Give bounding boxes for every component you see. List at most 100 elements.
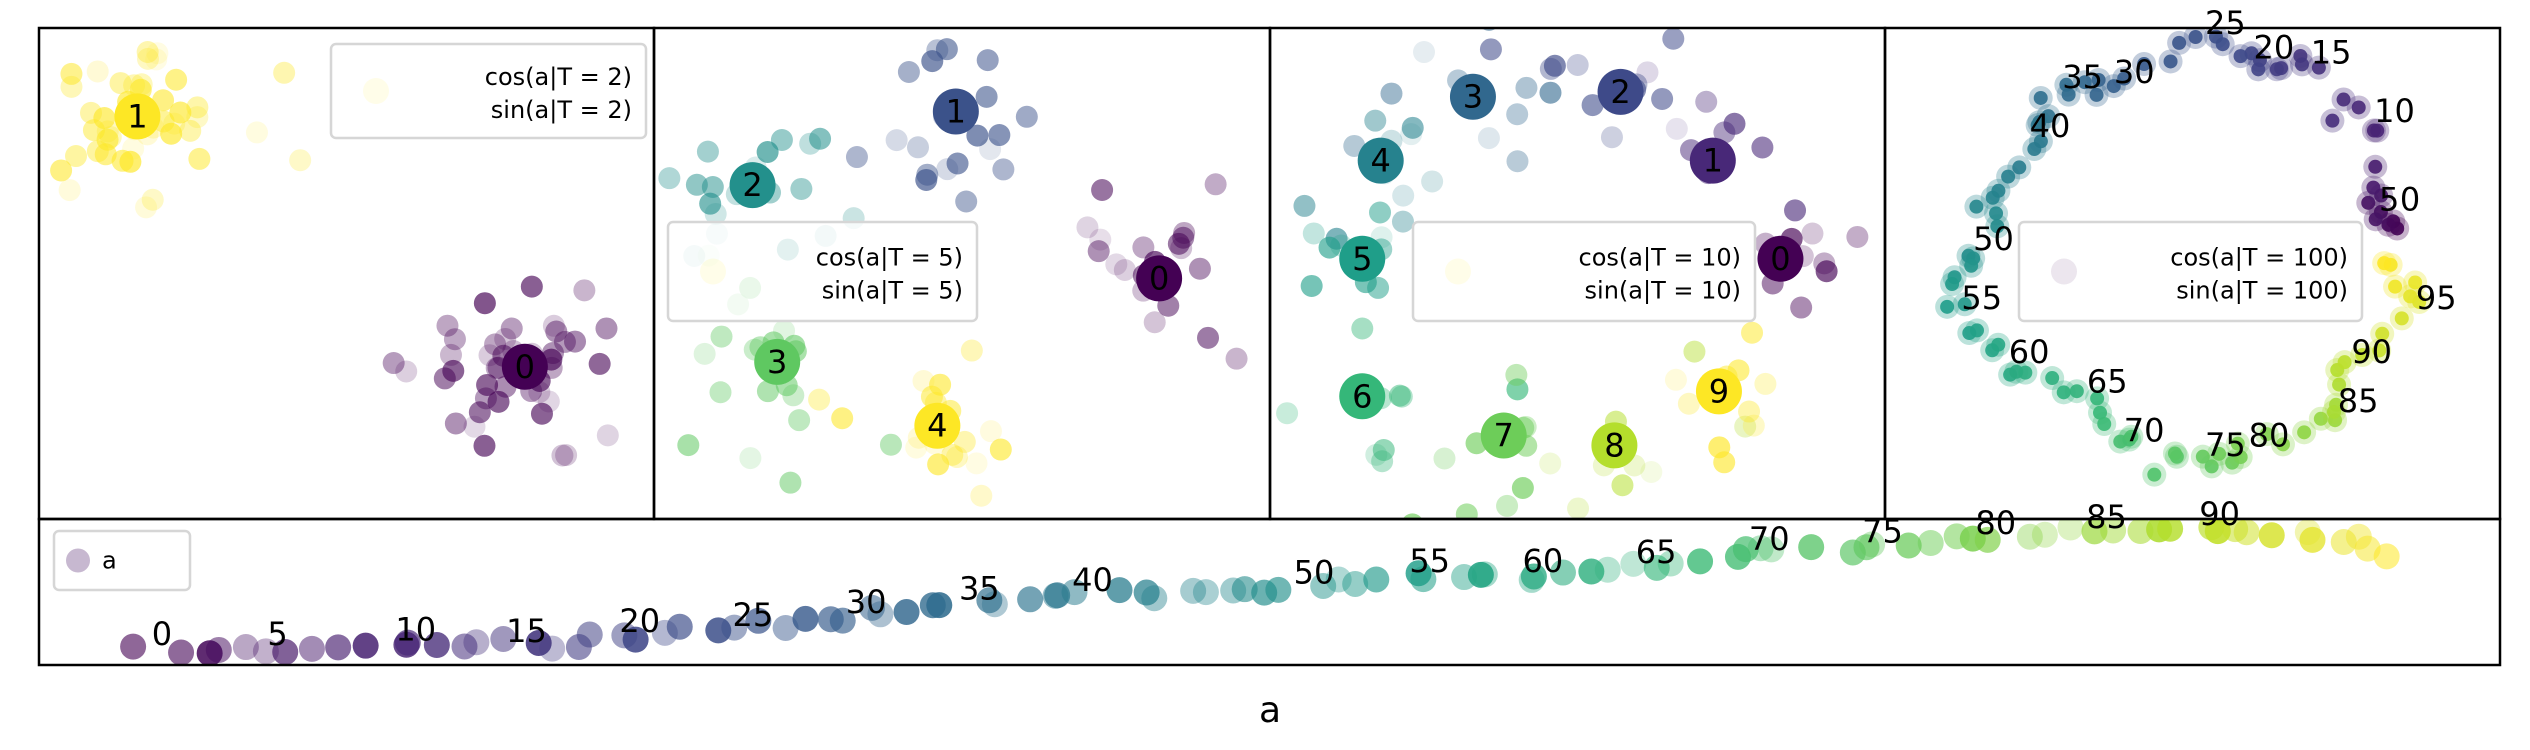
scatter-point — [1402, 513, 1422, 519]
scatter-point — [1089, 228, 1112, 251]
scatter-point — [1687, 548, 1714, 575]
scatter-point — [992, 158, 1015, 181]
scatter-point — [93, 107, 116, 130]
cluster-centroid — [114, 93, 161, 140]
scatter-point — [2097, 417, 2112, 432]
cluster-centroid — [1757, 235, 1804, 282]
scatter-point — [1365, 443, 1388, 466]
scatter-point — [1192, 579, 1219, 606]
point-label: 5 — [2379, 181, 2399, 219]
scatter-point — [2388, 279, 2403, 294]
scatter-point — [451, 633, 478, 660]
point-label: 55 — [1961, 279, 2002, 317]
scatter-point — [1300, 274, 1323, 297]
scatter-point — [2018, 365, 2033, 380]
scatter-point — [936, 158, 959, 181]
scatter-point — [60, 62, 83, 85]
scatter-point — [2368, 212, 2383, 227]
scatter-point — [622, 626, 649, 653]
scatter-point — [1318, 236, 1341, 259]
scatter-point — [123, 74, 146, 97]
scatter-point — [573, 279, 596, 302]
scatter-point — [2403, 289, 2418, 304]
scatter-point — [1351, 317, 1374, 340]
scatter-point — [130, 73, 153, 96]
legend-label: a — [102, 547, 117, 575]
scatter-point — [1990, 219, 2005, 234]
scatter-point — [666, 613, 693, 640]
point-label: 50 — [1973, 220, 2014, 258]
scatter-point — [553, 330, 576, 353]
scatter-point — [2375, 326, 2390, 341]
scatter-point — [1723, 112, 1746, 135]
scatter-point — [2299, 526, 2326, 553]
scatter-point — [790, 177, 813, 200]
scatter-point — [188, 147, 211, 170]
scatter-point — [945, 446, 968, 469]
point-label: 90 — [2351, 333, 2392, 371]
scatter-point — [756, 380, 779, 403]
cluster-centroid — [754, 338, 801, 385]
scatter-point — [2370, 123, 2385, 138]
scatter-point — [858, 594, 885, 621]
scatter-point — [1505, 363, 1528, 386]
scatter-point — [232, 634, 259, 661]
scatter-point — [2366, 180, 2381, 195]
scatter-point — [879, 433, 902, 456]
scatter-point — [352, 632, 379, 659]
point-label: 25 — [733, 596, 774, 634]
scatter-point — [976, 49, 999, 72]
scatter-point — [2100, 519, 2127, 544]
scatter-point — [160, 122, 183, 145]
point-label: 85 — [2086, 498, 2127, 536]
scatter-point — [927, 453, 950, 476]
scatter-point — [1390, 385, 1413, 408]
scatter-point — [272, 639, 299, 665]
point-label: 85 — [2338, 382, 2379, 420]
scatter-point — [2372, 343, 2387, 358]
scatter-point — [2330, 529, 2357, 556]
x-axis-label: a — [1259, 690, 1281, 731]
scatter-point — [1372, 439, 1395, 462]
panel-T2-points — [50, 41, 619, 467]
scatter-point — [2251, 62, 2266, 77]
scatter-point — [109, 72, 132, 95]
panel-a-frame — [37, 517, 2502, 667]
scatter-point — [829, 607, 856, 634]
scatter-point — [1276, 402, 1299, 425]
scatter-point — [1683, 340, 1706, 363]
scatter-point — [1815, 260, 1838, 283]
scatter-point — [542, 314, 565, 337]
scatter-point — [709, 381, 732, 404]
scatter-point — [1566, 54, 1589, 77]
scatter-point — [1225, 347, 1248, 370]
point-label: 0 — [152, 615, 172, 653]
scatter-point — [620, 189, 642, 211]
scatter-point — [525, 629, 552, 656]
point-label: 5 — [267, 615, 287, 653]
legend-label: sin(a|T = 5) — [822, 277, 963, 305]
scatter-point — [1392, 184, 1415, 207]
scatter-point — [979, 420, 1002, 443]
scatter-point — [487, 390, 510, 413]
cluster-label: 4 — [927, 407, 947, 445]
scatter-point — [2137, 57, 2152, 72]
scatter-point — [2113, 434, 2128, 449]
scatter-point — [2361, 195, 2376, 210]
scatter-point — [2275, 437, 2290, 452]
scatter-point — [2381, 217, 2396, 232]
scatter-point — [1170, 237, 1193, 260]
scatter-point — [463, 629, 490, 656]
scatter-point — [1421, 170, 1444, 193]
scatter-point — [1677, 392, 1700, 415]
scatter-point — [699, 192, 722, 215]
scatter-point — [1302, 222, 1325, 245]
scatter-point — [792, 605, 819, 632]
scatter-point — [444, 412, 467, 435]
cluster-label: 9 — [1709, 372, 1729, 410]
scatter-point — [1105, 253, 1128, 276]
legend-box — [1411, 220, 1757, 323]
cluster-label: 6 — [1352, 377, 1372, 415]
panel-T2-labels: 01 — [127, 97, 535, 385]
scatter-point — [1515, 76, 1538, 99]
